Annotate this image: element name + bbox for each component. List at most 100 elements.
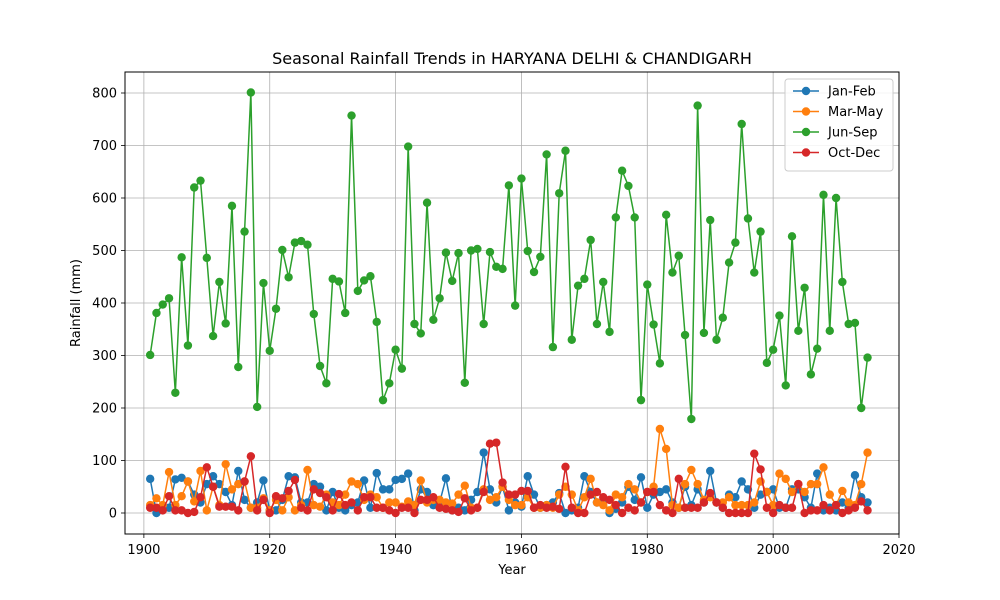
x-tick-label: 1940 — [379, 543, 412, 558]
x-axis-ticks: 1900 1920 1940 1960 1980 2000 2020 — [127, 534, 916, 558]
data-point — [605, 327, 614, 337]
data-point — [819, 190, 828, 200]
data-point — [787, 232, 797, 241]
x-tick-label: 2020 — [882, 543, 915, 558]
data-point — [145, 350, 155, 360]
data-point — [712, 498, 721, 507]
data-point — [252, 402, 262, 412]
data-point — [838, 486, 847, 496]
series-layer — [145, 88, 872, 518]
data-point — [473, 503, 482, 512]
data-point — [309, 500, 318, 510]
data-point — [605, 506, 614, 515]
data-point — [278, 245, 287, 255]
data-point — [580, 274, 589, 284]
data-point — [567, 335, 576, 344]
data-point — [215, 502, 224, 511]
data-point — [813, 506, 822, 515]
data-point — [366, 272, 375, 281]
data-point — [680, 503, 690, 512]
data-point — [309, 485, 318, 494]
data-point — [498, 478, 507, 487]
data-point — [624, 503, 633, 512]
data-point — [567, 503, 576, 512]
data-point — [410, 508, 419, 518]
data-point — [649, 487, 658, 497]
data-point — [800, 283, 809, 292]
data-point — [391, 498, 400, 507]
data-point — [680, 330, 690, 340]
data-point — [592, 487, 602, 497]
data-point — [718, 313, 727, 322]
data-point — [290, 475, 300, 485]
data-point — [240, 477, 249, 486]
data-point — [190, 183, 199, 192]
data-point — [391, 345, 400, 354]
legend-marker — [801, 148, 811, 157]
y-tick-label: 600 — [92, 192, 117, 207]
data-point — [813, 344, 822, 353]
y-tick-label: 800 — [92, 87, 117, 102]
data-point — [863, 448, 872, 457]
data-point — [548, 502, 558, 511]
data-point — [806, 479, 816, 489]
data-point — [309, 309, 318, 319]
data-point — [737, 477, 746, 486]
y-tick-label: 500 — [92, 244, 117, 259]
data-point — [630, 506, 639, 515]
data-point — [643, 503, 652, 512]
data-point — [775, 311, 784, 320]
data-point — [762, 358, 772, 368]
data-point — [731, 238, 740, 247]
y-axis-ticks: 0 100 200 300 400 500 600 700 800 — [92, 87, 125, 522]
data-point — [347, 498, 356, 507]
data-point — [385, 498, 394, 507]
data-point — [863, 353, 872, 362]
data-point — [687, 414, 696, 424]
data-point — [561, 462, 570, 471]
data-point — [731, 500, 740, 510]
y-tick-label: 400 — [92, 297, 117, 312]
data-point — [429, 493, 438, 502]
legend-label: Mar-May — [828, 105, 884, 120]
data-point — [378, 503, 388, 512]
data-point — [724, 508, 734, 518]
data-point — [706, 215, 715, 225]
data-point — [429, 315, 438, 324]
data-point — [466, 506, 476, 515]
data-point — [303, 240, 312, 249]
data-point — [492, 493, 501, 502]
data-point — [422, 198, 432, 207]
data-point — [485, 495, 495, 505]
data-point — [341, 490, 350, 499]
data-point — [385, 485, 394, 494]
data-point — [397, 503, 407, 512]
data-point — [825, 326, 834, 336]
data-point — [661, 485, 671, 494]
data-point — [794, 326, 803, 336]
data-point — [460, 494, 469, 503]
y-tick-label: 200 — [92, 402, 117, 417]
data-point — [800, 508, 809, 518]
data-point — [517, 486, 526, 496]
data-point — [208, 482, 218, 491]
legend-marker — [801, 107, 811, 116]
data-point — [183, 508, 193, 518]
data-point — [561, 508, 570, 518]
data-point — [196, 466, 205, 476]
data-point — [403, 142, 413, 151]
data-point — [391, 508, 400, 518]
data-point — [202, 479, 211, 489]
data-point — [781, 474, 790, 484]
data-point — [536, 500, 545, 510]
data-point — [617, 508, 627, 518]
legend-entry: Oct-Dec — [793, 146, 880, 161]
data-point — [265, 346, 274, 355]
data-point — [441, 474, 451, 483]
data-point — [416, 476, 425, 485]
data-point — [737, 119, 746, 129]
data-point — [315, 361, 325, 371]
data-point — [687, 503, 696, 512]
y-tick-label: 0 — [109, 507, 117, 522]
data-point — [145, 474, 155, 484]
